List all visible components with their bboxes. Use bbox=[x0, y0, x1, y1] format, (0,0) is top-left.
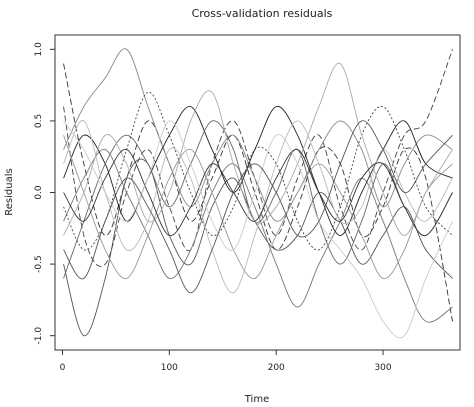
x-tick-label: 300 bbox=[374, 363, 391, 373]
series-line-4 bbox=[63, 48, 453, 222]
series-line-8 bbox=[63, 135, 453, 279]
x-axis-label: Time bbox=[244, 394, 269, 405]
series-line-2 bbox=[63, 49, 453, 267]
series-group bbox=[63, 48, 453, 339]
series-line-13 bbox=[63, 120, 453, 339]
series-line-10 bbox=[63, 120, 453, 294]
y-tick-label: 0.0 bbox=[34, 185, 44, 200]
y-tick-label: -0.5 bbox=[34, 255, 44, 273]
x-tick-label: 200 bbox=[268, 363, 285, 373]
plot-frame bbox=[54, 34, 461, 351]
series-line-7 bbox=[63, 120, 453, 279]
series-line-14 bbox=[63, 120, 453, 294]
series-line-12 bbox=[63, 149, 453, 236]
y-axis: -1.0 -0.5 0.0 0.5 1.0 bbox=[34, 42, 55, 345]
y-axis-label: Residuals bbox=[4, 168, 15, 215]
chart-title: Cross-validation residuals bbox=[192, 7, 333, 20]
series-line-1 bbox=[63, 63, 453, 322]
y-tick-label: 1.0 bbox=[34, 42, 44, 57]
y-tick-label: 0.5 bbox=[34, 114, 44, 128]
x-axis: 0 100 200 300 bbox=[60, 350, 392, 373]
series-line-5 bbox=[63, 149, 453, 323]
y-tick-label: -1.0 bbox=[34, 327, 44, 345]
x-tick-label: 100 bbox=[161, 363, 178, 373]
x-tick-label: 0 bbox=[60, 363, 66, 373]
